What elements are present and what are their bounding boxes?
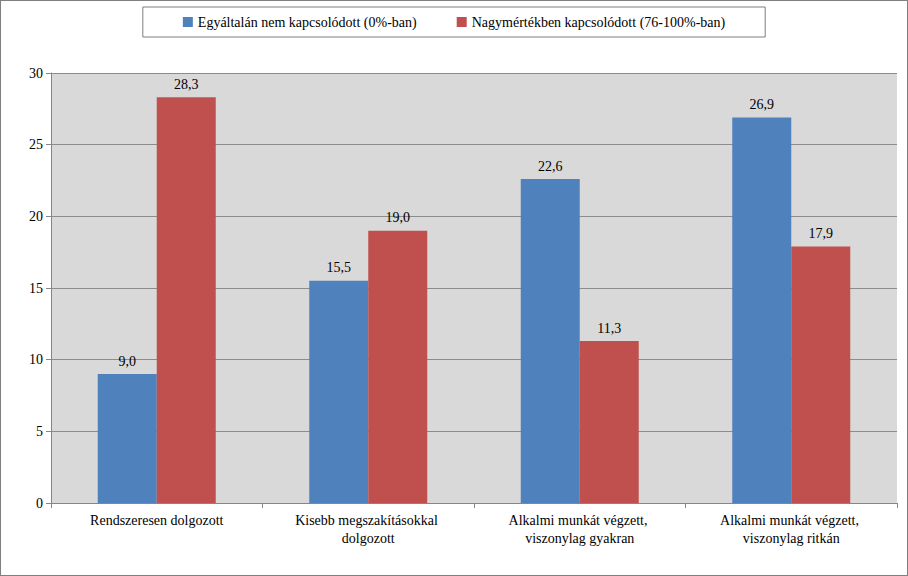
svg-text:Alkalmi munkát végzett,: Alkalmi munkát végzett,: [509, 513, 651, 528]
svg-text:11,3: 11,3: [597, 321, 621, 336]
svg-text:Egyáltalán nem kapcsolódott (0: Egyáltalán nem kapcsolódott (0%-ban): [198, 15, 417, 31]
svg-text:Nagymértékben kapcsolódott (76: Nagymértékben kapcsolódott (76-100%-ban): [472, 15, 726, 31]
svg-text:0: 0: [36, 496, 43, 511]
svg-text:25: 25: [29, 137, 43, 152]
svg-text:15: 15: [29, 281, 43, 296]
svg-text:Alkalmi munkát végzett,: Alkalmi munkát végzett,: [720, 513, 862, 528]
svg-text:30: 30: [29, 66, 43, 81]
svg-text:15,5: 15,5: [327, 260, 352, 275]
svg-text:22,6: 22,6: [538, 159, 563, 174]
svg-text:dolgozott: dolgozott: [342, 531, 395, 546]
svg-text:10: 10: [29, 352, 43, 367]
svg-text:20: 20: [29, 209, 43, 224]
svg-text:Kisebb megszakításokkal: Kisebb megszakításokkal: [295, 513, 441, 528]
svg-text:viszonylag ritkán: viszonylag ritkán: [743, 531, 840, 546]
svg-text:19,0: 19,0: [386, 210, 411, 225]
svg-text:28,3: 28,3: [174, 77, 199, 92]
svg-text:17,9: 17,9: [809, 226, 834, 241]
svg-text:Rendszeresen dolgozott: Rendszeresen dolgozott: [90, 513, 223, 528]
svg-text:26,9: 26,9: [750, 97, 775, 112]
svg-text:9,0: 9,0: [119, 354, 137, 369]
svg-text:viszonylag gyakran: viszonylag gyakran: [525, 531, 634, 546]
svg-text:5: 5: [36, 424, 43, 439]
